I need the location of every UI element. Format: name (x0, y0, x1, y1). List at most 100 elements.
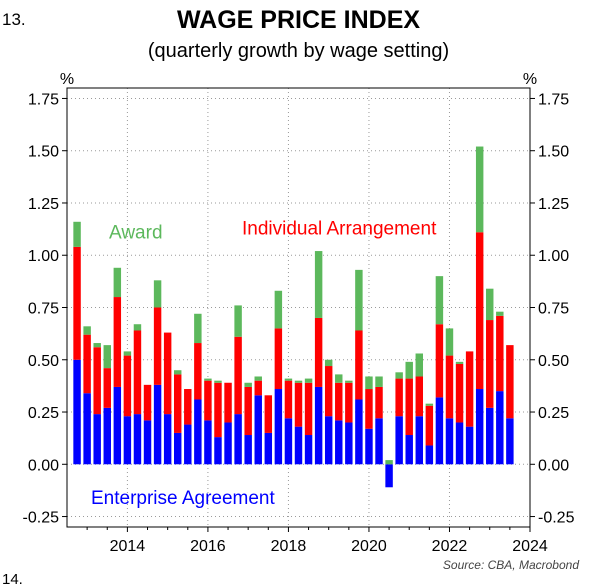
bar-enterprise-agreement (506, 418, 514, 465)
y-tick-label-right: 1.50 (538, 144, 569, 161)
bar-enterprise-agreement (204, 420, 212, 465)
bar-individual-arrangement (254, 380, 262, 396)
y-tick-label-right: -0.25 (538, 510, 575, 527)
x-tick-label: 2020 (351, 538, 387, 555)
y-tick-label-right: 0.50 (538, 353, 569, 370)
chart-title: WAGE PRICE INDEX (176, 6, 421, 34)
bar-award (83, 326, 91, 335)
bar-individual-arrangement (486, 320, 494, 408)
x-tick-label: 2016 (190, 538, 226, 555)
bar-enterprise-agreement (184, 424, 192, 465)
annotation-individual-arrangement: Individual Arrangement (242, 218, 437, 239)
bar-enterprise-agreement (496, 391, 504, 465)
bar-enterprise-agreement (435, 397, 444, 465)
bar-award (153, 280, 162, 308)
bar-award (304, 378, 313, 383)
bar-individual-arrangement (93, 347, 101, 415)
bar-award (214, 380, 222, 383)
chart-subtitle: (quarterly growth by wage setting) (147, 40, 450, 62)
bar-enterprise-agreement (486, 407, 494, 465)
bar-individual-arrangement (506, 345, 514, 419)
bar-award (93, 343, 101, 348)
bar-enterprise-agreement (133, 414, 142, 465)
y-tick-label-right: 1.75 (538, 91, 569, 108)
bar-individual-arrangement (153, 307, 162, 385)
bar-individual-arrangement (264, 395, 273, 433)
bar-enterprise-agreement (405, 435, 413, 465)
bar-individual-arrangement (173, 374, 182, 433)
bar-enterprise-agreement (214, 437, 222, 465)
annotation-award: Award (109, 223, 163, 244)
bar-enterprise-agreement (244, 435, 252, 465)
bar-enterprise-agreement (465, 426, 474, 465)
y-tick-label-right: 1.25 (538, 196, 569, 213)
bar-award (294, 380, 303, 383)
bar-enterprise-agreement (173, 432, 182, 465)
x-tick-label: 2024 (512, 538, 548, 555)
bar-individual-arrangement (355, 330, 363, 400)
bar-individual-arrangement (284, 380, 293, 419)
bar-individual-arrangement (395, 378, 403, 417)
bar-enterprise-agreement (254, 395, 262, 465)
bar-individual-arrangement (445, 355, 454, 419)
bar-individual-arrangement (365, 389, 373, 429)
bar-award (455, 361, 464, 364)
x-tick-label: 2014 (110, 538, 146, 555)
bar-award (445, 328, 454, 356)
bar-enterprise-agreement (113, 386, 122, 465)
bar-enterprise-agreement (103, 407, 111, 465)
bar-enterprise-agreement (234, 414, 242, 465)
bar-award (475, 146, 484, 233)
bar-enterprise-agreement (284, 418, 293, 465)
bars (73, 146, 514, 488)
bar-individual-arrangement (184, 389, 192, 425)
y-tick-label-left: 1.75 (28, 91, 59, 108)
bar-individual-arrangement (73, 246, 81, 360)
bar-enterprise-agreement (264, 432, 273, 465)
bar-individual-arrangement (455, 363, 464, 423)
bar-enterprise-agreement (345, 422, 353, 465)
bar-enterprise-agreement (475, 389, 484, 465)
bar-award (194, 313, 202, 344)
bar-award (425, 403, 434, 406)
bar-award (244, 382, 252, 387)
bar-enterprise-agreement (274, 389, 283, 465)
bar-award (73, 221, 81, 247)
bar-individual-arrangement (375, 386, 383, 419)
bar-award (345, 380, 353, 383)
bar-enterprise-agreement (153, 384, 162, 465)
bar-award (173, 370, 182, 375)
bar-individual-arrangement (133, 330, 142, 415)
bar-award (415, 353, 424, 377)
bar-individual-arrangement (314, 317, 323, 387)
bar-individual-arrangement (113, 297, 122, 387)
bar-individual-arrangement (425, 405, 434, 446)
bar-enterprise-agreement (445, 418, 454, 465)
y-axis-unit-right: % (523, 71, 537, 88)
bar-individual-arrangement (244, 386, 252, 436)
wage-price-index-chart: -0.25 -0.25 0.00 0.00 0.25 0.25 0.50 0.50 0.75 0.… (23, 71, 575, 555)
bar-individual-arrangement (345, 382, 353, 423)
bar-individual-arrangement (163, 332, 172, 415)
bar-individual-arrangement (214, 382, 222, 438)
bar-enterprise-agreement (224, 422, 232, 465)
y-tick-label-right: 0.75 (538, 301, 569, 318)
bar-enterprise-agreement (73, 359, 81, 465)
bar-award (385, 460, 393, 465)
bar-enterprise-agreement (304, 435, 313, 465)
axes: -0.25 -0.25 0.00 0.00 0.25 0.25 0.50 0.50 0.75 0.… (23, 91, 575, 555)
y-tick-label-right: 0.00 (538, 457, 569, 474)
bar-individual-arrangement (103, 368, 111, 408)
figure-number: 13. (2, 10, 26, 29)
bar-award (133, 324, 142, 331)
bar-award (365, 376, 373, 390)
bar-individual-arrangement (194, 343, 202, 400)
bar-enterprise-agreement (355, 399, 363, 465)
y-tick-label-right: 0.25 (538, 405, 569, 422)
y-axis-unit-left: % (60, 71, 74, 88)
bar-enterprise-agreement (335, 420, 343, 465)
bar-individual-arrangement (304, 382, 313, 436)
bar-individual-arrangement (415, 376, 424, 417)
bar-award (204, 378, 212, 381)
bar-individual-arrangement (335, 382, 343, 421)
